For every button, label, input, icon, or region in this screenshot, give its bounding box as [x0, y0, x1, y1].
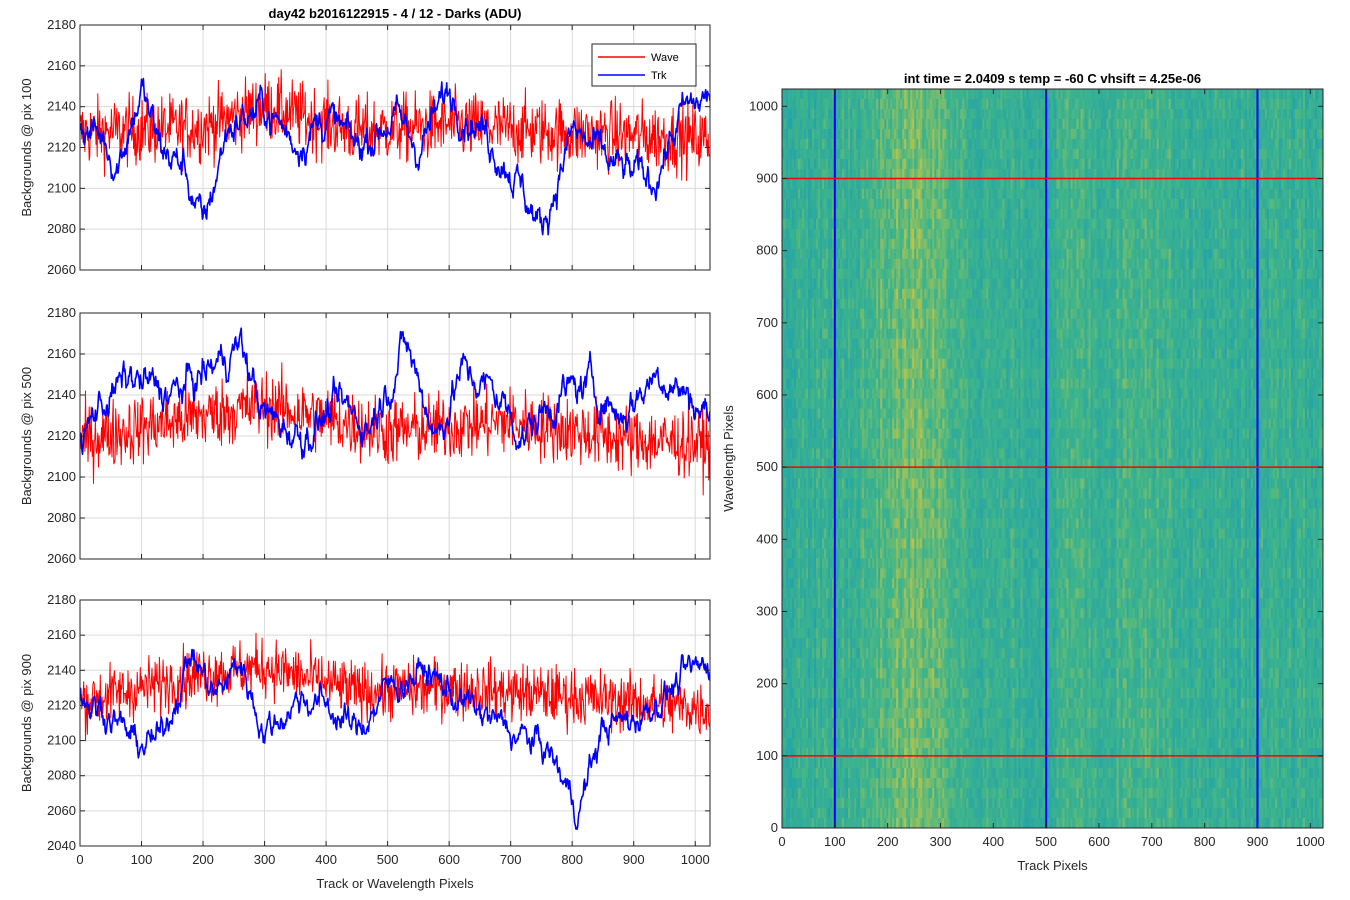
y-tick-label: 2160 — [47, 346, 76, 361]
line-plot-pix-500: 2060 2080 2100 2120 2140 2160 2180 Backgrounds… — [19, 305, 711, 566]
plot-frame — [79, 599, 711, 847]
x-tick-label: 0 — [778, 834, 785, 849]
y-tick-label: 2140 — [47, 662, 76, 677]
heatmap-marker-lines — [782, 89, 1323, 828]
x-tick-label: 400 — [315, 852, 337, 867]
y-tick-label: 2060 — [47, 262, 76, 277]
x-tick-label: 300 — [930, 834, 952, 849]
y-tick-label: 2120 — [47, 140, 76, 155]
y-tick-label: 500 — [756, 459, 778, 474]
x-tick-label: 800 — [561, 852, 583, 867]
y-tick-label: 100 — [756, 748, 778, 763]
series-wave-line — [80, 632, 710, 742]
y-tick-label: 700 — [756, 315, 778, 330]
x-axis-label: Track Pixels — [1017, 858, 1088, 873]
line-plot-pix-100: 2060 2080 2100 2120 2140 2160 2180 day42 b2016… — [19, 6, 711, 277]
x-tick-label: 300 — [254, 852, 276, 867]
y-tick-label: 2080 — [47, 768, 76, 783]
grid-lines — [79, 24, 710, 271]
x-tick-label: 900 — [623, 852, 645, 867]
x-tick-label: 500 — [377, 852, 399, 867]
plot-frame — [781, 88, 1324, 829]
y-tick-label: 200 — [756, 676, 778, 691]
x-tick-label: 0 — [76, 852, 83, 867]
x-tick-label: 600 — [1088, 834, 1110, 849]
y-tick-label: 600 — [756, 387, 778, 402]
y-axis-label: Backgrounds @ pix 900 — [19, 654, 34, 792]
y-tick-label: 2120 — [47, 697, 76, 712]
series-wave-line — [80, 362, 710, 496]
heatmap-image — [782, 89, 1323, 828]
y-tick-label: 2160 — [47, 627, 76, 642]
x-tick-label: 700 — [500, 852, 522, 867]
x-tick-label: 200 — [192, 852, 214, 867]
series-trk-line — [80, 327, 710, 460]
plot-title: day42 b2016122915 - 4 / 12 - Darks (ADU) — [269, 6, 522, 21]
legend-wave-label: Wave — [651, 52, 679, 64]
y-tick-label: 2180 — [47, 592, 76, 607]
x-tick-label: 600 — [438, 852, 460, 867]
axis-ticks: 0 100 200 300 400 500 600 700 800 900 1000 0 100 200 3… — [749, 89, 1325, 849]
x-tick-label: 500 — [1035, 834, 1057, 849]
y-tick-label: 2140 — [47, 99, 76, 114]
y-tick-label: 400 — [756, 531, 778, 546]
y-tick-label: 300 — [756, 603, 778, 618]
x-tick-label: 800 — [1194, 834, 1216, 849]
y-tick-label: 0 — [771, 820, 778, 835]
x-tick-label: 1000 — [1296, 834, 1325, 849]
y-tick-label: 2040 — [47, 838, 76, 853]
x-tick-label: 200 — [877, 834, 899, 849]
heatmap-darks: 0 100 200 300 400 500 600 700 800 900 1000 0 100 200 3… — [721, 71, 1325, 873]
axis-ticks: 2060 2080 2100 2120 2140 2160 2180 — [47, 305, 710, 566]
y-tick-label: 2080 — [47, 221, 76, 236]
x-tick-label: 900 — [1247, 834, 1269, 849]
series-trk-line — [80, 648, 710, 831]
y-tick-label: 2080 — [47, 510, 76, 525]
y-tick-label: 2060 — [47, 803, 76, 818]
series-trk-line — [80, 77, 710, 236]
legend-trk-label: Trk — [651, 70, 667, 82]
y-tick-label: 2140 — [47, 387, 76, 402]
axis-ticks: 0 100 200 300 400 500 600 700 800 900 1000 2040 2060… — [47, 592, 710, 867]
y-tick-label: 2180 — [47, 305, 76, 320]
x-axis-label: Track or Wavelength Pixels — [316, 876, 474, 891]
y-tick-label: 900 — [756, 170, 778, 185]
y-axis-label: Backgrounds @ pix 500 — [19, 367, 34, 505]
series-wave-line — [80, 69, 710, 182]
x-tick-label: 700 — [1141, 834, 1163, 849]
y-axis-label: Backgrounds @ pix 100 — [19, 78, 34, 216]
y-tick-label: 2180 — [47, 17, 76, 32]
x-tick-label: 400 — [982, 834, 1004, 849]
y-tick-label: 2060 — [47, 551, 76, 566]
axis-ticks: 2060 2080 2100 2120 2140 2160 2180 — [47, 17, 710, 277]
legend: Wave Trk — [591, 43, 697, 87]
x-tick-label: 100 — [824, 834, 846, 849]
x-tick-label: 100 — [131, 852, 153, 867]
y-tick-label: 2120 — [47, 428, 76, 443]
y-tick-label: 2160 — [47, 58, 76, 73]
x-tick-label: 1000 — [681, 852, 710, 867]
y-tick-label: 1000 — [749, 98, 778, 113]
y-tick-label: 2100 — [47, 469, 76, 484]
y-tick-label: 2100 — [47, 733, 76, 748]
line-plot-pix-900: 0 100 200 300 400 500 600 700 800 900 1000 2040 2060… — [19, 592, 711, 891]
heatmap-title: int time = 2.0409 s temp = -60 C vhsift … — [904, 71, 1201, 86]
y-tick-label: 2100 — [47, 180, 76, 195]
y-axis-label: Wavelength Pixels — [721, 405, 736, 512]
y-tick-label: 800 — [756, 243, 778, 258]
